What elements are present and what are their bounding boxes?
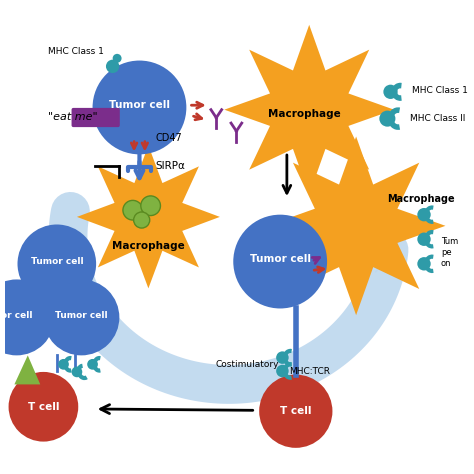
Circle shape	[72, 366, 82, 377]
Text: "eat me": "eat me"	[48, 112, 98, 122]
FancyBboxPatch shape	[72, 108, 120, 127]
Text: Tumor cell: Tumor cell	[109, 100, 170, 110]
Circle shape	[417, 233, 431, 246]
Text: or cell: or cell	[1, 310, 32, 319]
Text: Macrophage: Macrophage	[387, 194, 455, 204]
Circle shape	[92, 61, 186, 155]
Circle shape	[417, 208, 431, 221]
Text: Costimulatory: Costimulatory	[215, 360, 279, 369]
Circle shape	[44, 280, 119, 356]
Polygon shape	[77, 146, 220, 288]
Circle shape	[276, 351, 289, 364]
Circle shape	[233, 215, 327, 309]
Circle shape	[141, 196, 161, 216]
Text: on: on	[441, 259, 452, 268]
Circle shape	[0, 280, 55, 356]
Circle shape	[9, 372, 78, 442]
Text: pe: pe	[441, 248, 452, 257]
Circle shape	[113, 54, 122, 63]
Circle shape	[383, 85, 398, 99]
Circle shape	[276, 365, 289, 377]
Text: Macrophage: Macrophage	[268, 109, 341, 119]
Circle shape	[141, 196, 161, 216]
Text: Macrophage: Macrophage	[112, 241, 185, 251]
Text: T cell: T cell	[280, 406, 311, 416]
Text: Tumor cell: Tumor cell	[250, 255, 310, 264]
Polygon shape	[14, 356, 40, 384]
Circle shape	[123, 201, 143, 220]
Text: SIRPα: SIRPα	[155, 161, 185, 171]
Circle shape	[134, 212, 150, 228]
Text: Tum: Tum	[441, 237, 458, 246]
Circle shape	[87, 359, 98, 370]
Text: MHC Class II: MHC Class II	[410, 114, 465, 123]
Text: T cell: T cell	[27, 402, 59, 412]
Text: CD47: CD47	[155, 133, 182, 143]
Circle shape	[259, 374, 332, 448]
Polygon shape	[267, 137, 446, 315]
Text: MHC:TCR: MHC:TCR	[289, 367, 330, 376]
Text: Tumor cell: Tumor cell	[55, 310, 108, 319]
Text: MHC Class 1: MHC Class 1	[48, 47, 104, 56]
Circle shape	[106, 60, 119, 73]
Polygon shape	[224, 25, 394, 194]
Circle shape	[379, 110, 395, 127]
Circle shape	[123, 201, 143, 220]
Circle shape	[134, 212, 150, 228]
Circle shape	[417, 257, 431, 271]
Text: MHC Class 1: MHC Class 1	[412, 86, 468, 95]
Text: Tumor cell: Tumor cell	[30, 257, 83, 266]
Circle shape	[18, 225, 96, 303]
Circle shape	[58, 359, 69, 370]
